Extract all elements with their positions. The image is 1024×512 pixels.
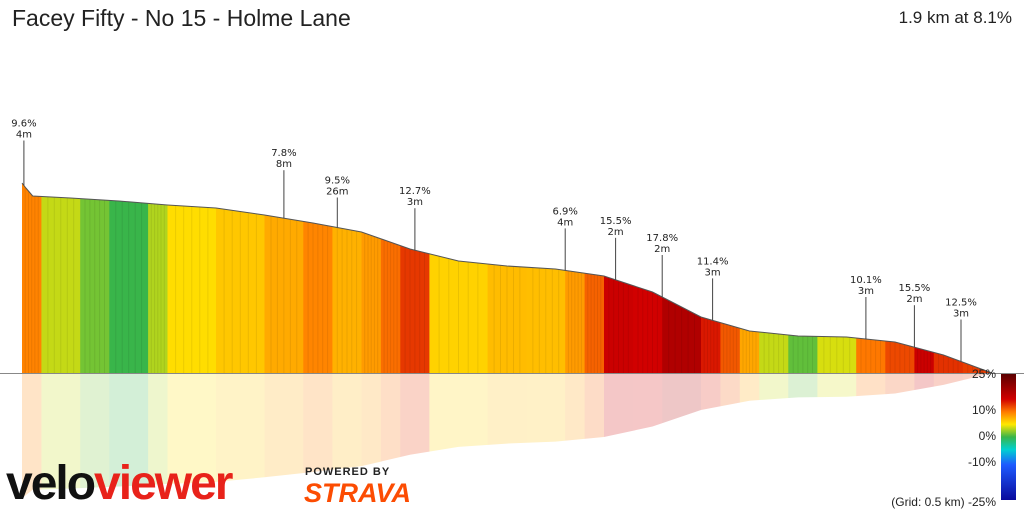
gradient-band — [856, 373, 886, 499]
powered-by-label: POWERED BY — [305, 466, 391, 478]
logo-text: veloviewer — [6, 457, 233, 510]
gradient-band — [565, 373, 586, 499]
annotation-length: 2m — [608, 227, 624, 238]
scale-tick-label: 10% — [972, 403, 996, 417]
gradient-band — [962, 183, 992, 373]
gradient-band — [933, 183, 964, 373]
annotation-grade: 15.5% — [600, 216, 632, 227]
annotation-grade: 12.7% — [399, 186, 431, 197]
veloviewer-logo: veloviewer — [6, 457, 235, 510]
annotation-grade: 7.8% — [271, 148, 296, 159]
color-scale-bar — [1001, 374, 1016, 500]
annotation-length: 3m — [705, 267, 721, 278]
annotation-grade: 11.4% — [697, 256, 729, 267]
scale-tick-label: 25% — [972, 367, 996, 381]
logo-velo: velo — [6, 457, 95, 510]
annotation-grade: 9.5% — [325, 176, 350, 187]
strava-logo: STRAVA — [304, 478, 411, 508]
gradient-band — [148, 373, 169, 499]
annotation-grade: 6.9% — [552, 206, 577, 217]
annotation-grade: 10.1% — [850, 275, 882, 286]
gradient-band — [109, 183, 149, 373]
gradient-color-scale: 25% 10% 0% -10% — [968, 367, 1016, 500]
gradient-band — [933, 373, 964, 499]
gradient-band — [739, 373, 760, 499]
gradient-band — [167, 183, 217, 373]
scale-tick-label: 0% — [979, 429, 997, 443]
gradient-band — [109, 373, 149, 499]
scale-tick-label: -25% — [967, 495, 996, 509]
gradient-band — [788, 183, 818, 373]
grid-note: (Grid: 0.5 km) -25% — [891, 495, 996, 509]
annotation-length: 2m — [906, 294, 922, 305]
logo-viewer: viewer — [94, 457, 233, 510]
annotation-grade: 9.6% — [11, 119, 36, 130]
gradient-band — [487, 373, 527, 499]
annotation-length: 3m — [858, 286, 874, 297]
gradient-band — [817, 373, 857, 499]
gradient-band — [148, 183, 169, 373]
grid-note-text: (Grid: 0.5 km) — [891, 495, 965, 509]
gradient-band — [633, 373, 663, 499]
gradient-band — [216, 373, 266, 499]
gradient-band — [885, 183, 915, 373]
gradient-band — [914, 183, 935, 373]
annotation-length: 4m — [16, 130, 32, 141]
gradient-band — [701, 373, 721, 499]
gradient-annotations: 9.6%4m7.8%8m9.5%26m 12.7%3m6.9%4m 15.5%2m1… — [11, 119, 977, 362]
annotation-length: 8m — [276, 159, 292, 170]
scale-tick-label: -10% — [968, 455, 996, 469]
gradient-band — [856, 183, 886, 373]
segment-summary: 1.9 km at 8.1% — [898, 8, 1012, 27]
gradient-band — [720, 373, 741, 499]
gradient-band — [167, 373, 217, 499]
annotation-length: 26m — [326, 187, 348, 198]
gradient-band — [526, 373, 566, 499]
gradient-band — [914, 373, 935, 499]
gradient-band — [662, 373, 702, 499]
annotation-grade: 12.5% — [945, 297, 977, 308]
gradient-band — [885, 373, 915, 499]
annotation-length: 2m — [654, 244, 670, 255]
annotation-grade: 15.5% — [899, 283, 931, 294]
gradient-band — [41, 183, 81, 373]
gradient-band — [429, 373, 489, 499]
gradient-band — [604, 373, 634, 499]
gradient-bands — [22, 183, 992, 373]
gradient-band — [788, 373, 818, 499]
gradient-band — [216, 183, 266, 373]
annotation-grade: 17.8% — [646, 233, 678, 244]
gradient-band — [80, 183, 110, 373]
page-title: Facey Fifty - No 15 - Holme Lane — [12, 5, 351, 31]
gradient-band — [584, 373, 605, 499]
gradient-band — [41, 373, 81, 499]
gradient-band — [22, 183, 42, 373]
gradient-band — [759, 373, 789, 499]
annotation-length: 4m — [557, 217, 573, 228]
profile-outline — [21, 182, 993, 374]
gradient-band — [80, 373, 110, 499]
annotation-length: 3m — [407, 197, 423, 208]
gradient-band — [22, 373, 42, 499]
annotation-length: 3m — [953, 308, 969, 319]
gradient-band — [817, 183, 857, 373]
